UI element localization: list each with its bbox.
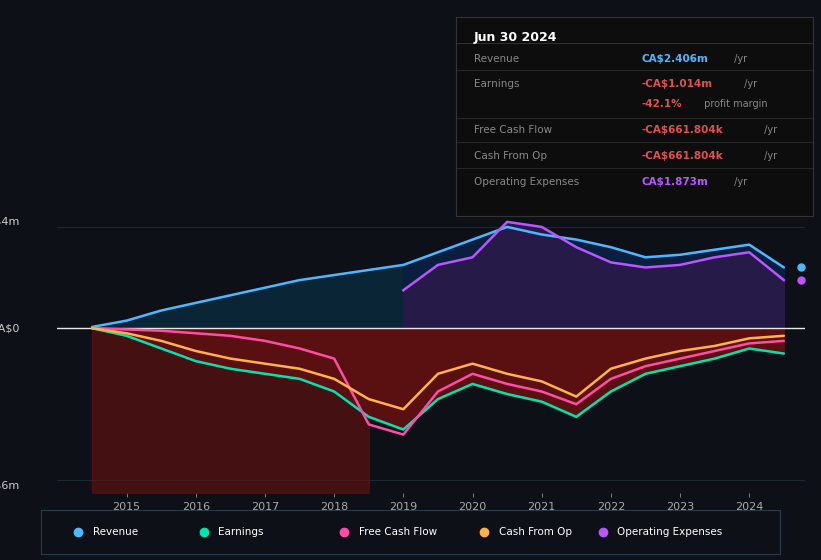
Text: -42.1%: -42.1% (641, 99, 682, 109)
Text: Operating Expenses: Operating Expenses (617, 527, 722, 537)
Text: -CA$661.804k: -CA$661.804k (641, 125, 723, 135)
Text: -CA$6m: -CA$6m (0, 480, 21, 490)
Text: /yr: /yr (761, 151, 777, 161)
Text: CA$2.406m: CA$2.406m (641, 54, 709, 63)
Text: /yr: /yr (732, 177, 747, 187)
Text: Operating Expenses: Operating Expenses (474, 177, 579, 187)
Text: /yr: /yr (741, 80, 758, 90)
Text: /yr: /yr (761, 125, 777, 135)
Text: Revenue: Revenue (474, 54, 519, 63)
Text: Free Cash Flow: Free Cash Flow (474, 125, 552, 135)
Text: Free Cash Flow: Free Cash Flow (359, 527, 437, 537)
Text: Cash From Op: Cash From Op (499, 527, 572, 537)
Text: Cash From Op: Cash From Op (474, 151, 547, 161)
Text: profit margin: profit margin (701, 99, 768, 109)
Text: -CA$1.014m: -CA$1.014m (641, 80, 713, 90)
Text: /yr: /yr (732, 54, 747, 63)
Text: Revenue: Revenue (93, 527, 138, 537)
Text: -CA$661.804k: -CA$661.804k (641, 151, 723, 161)
Text: Earnings: Earnings (474, 80, 519, 90)
Text: Earnings: Earnings (218, 527, 264, 537)
Text: CA$1.873m: CA$1.873m (641, 177, 709, 187)
Text: CA$4m: CA$4m (0, 217, 21, 227)
Text: Jun 30 2024: Jun 30 2024 (474, 31, 557, 44)
Text: CA$0: CA$0 (0, 323, 21, 333)
